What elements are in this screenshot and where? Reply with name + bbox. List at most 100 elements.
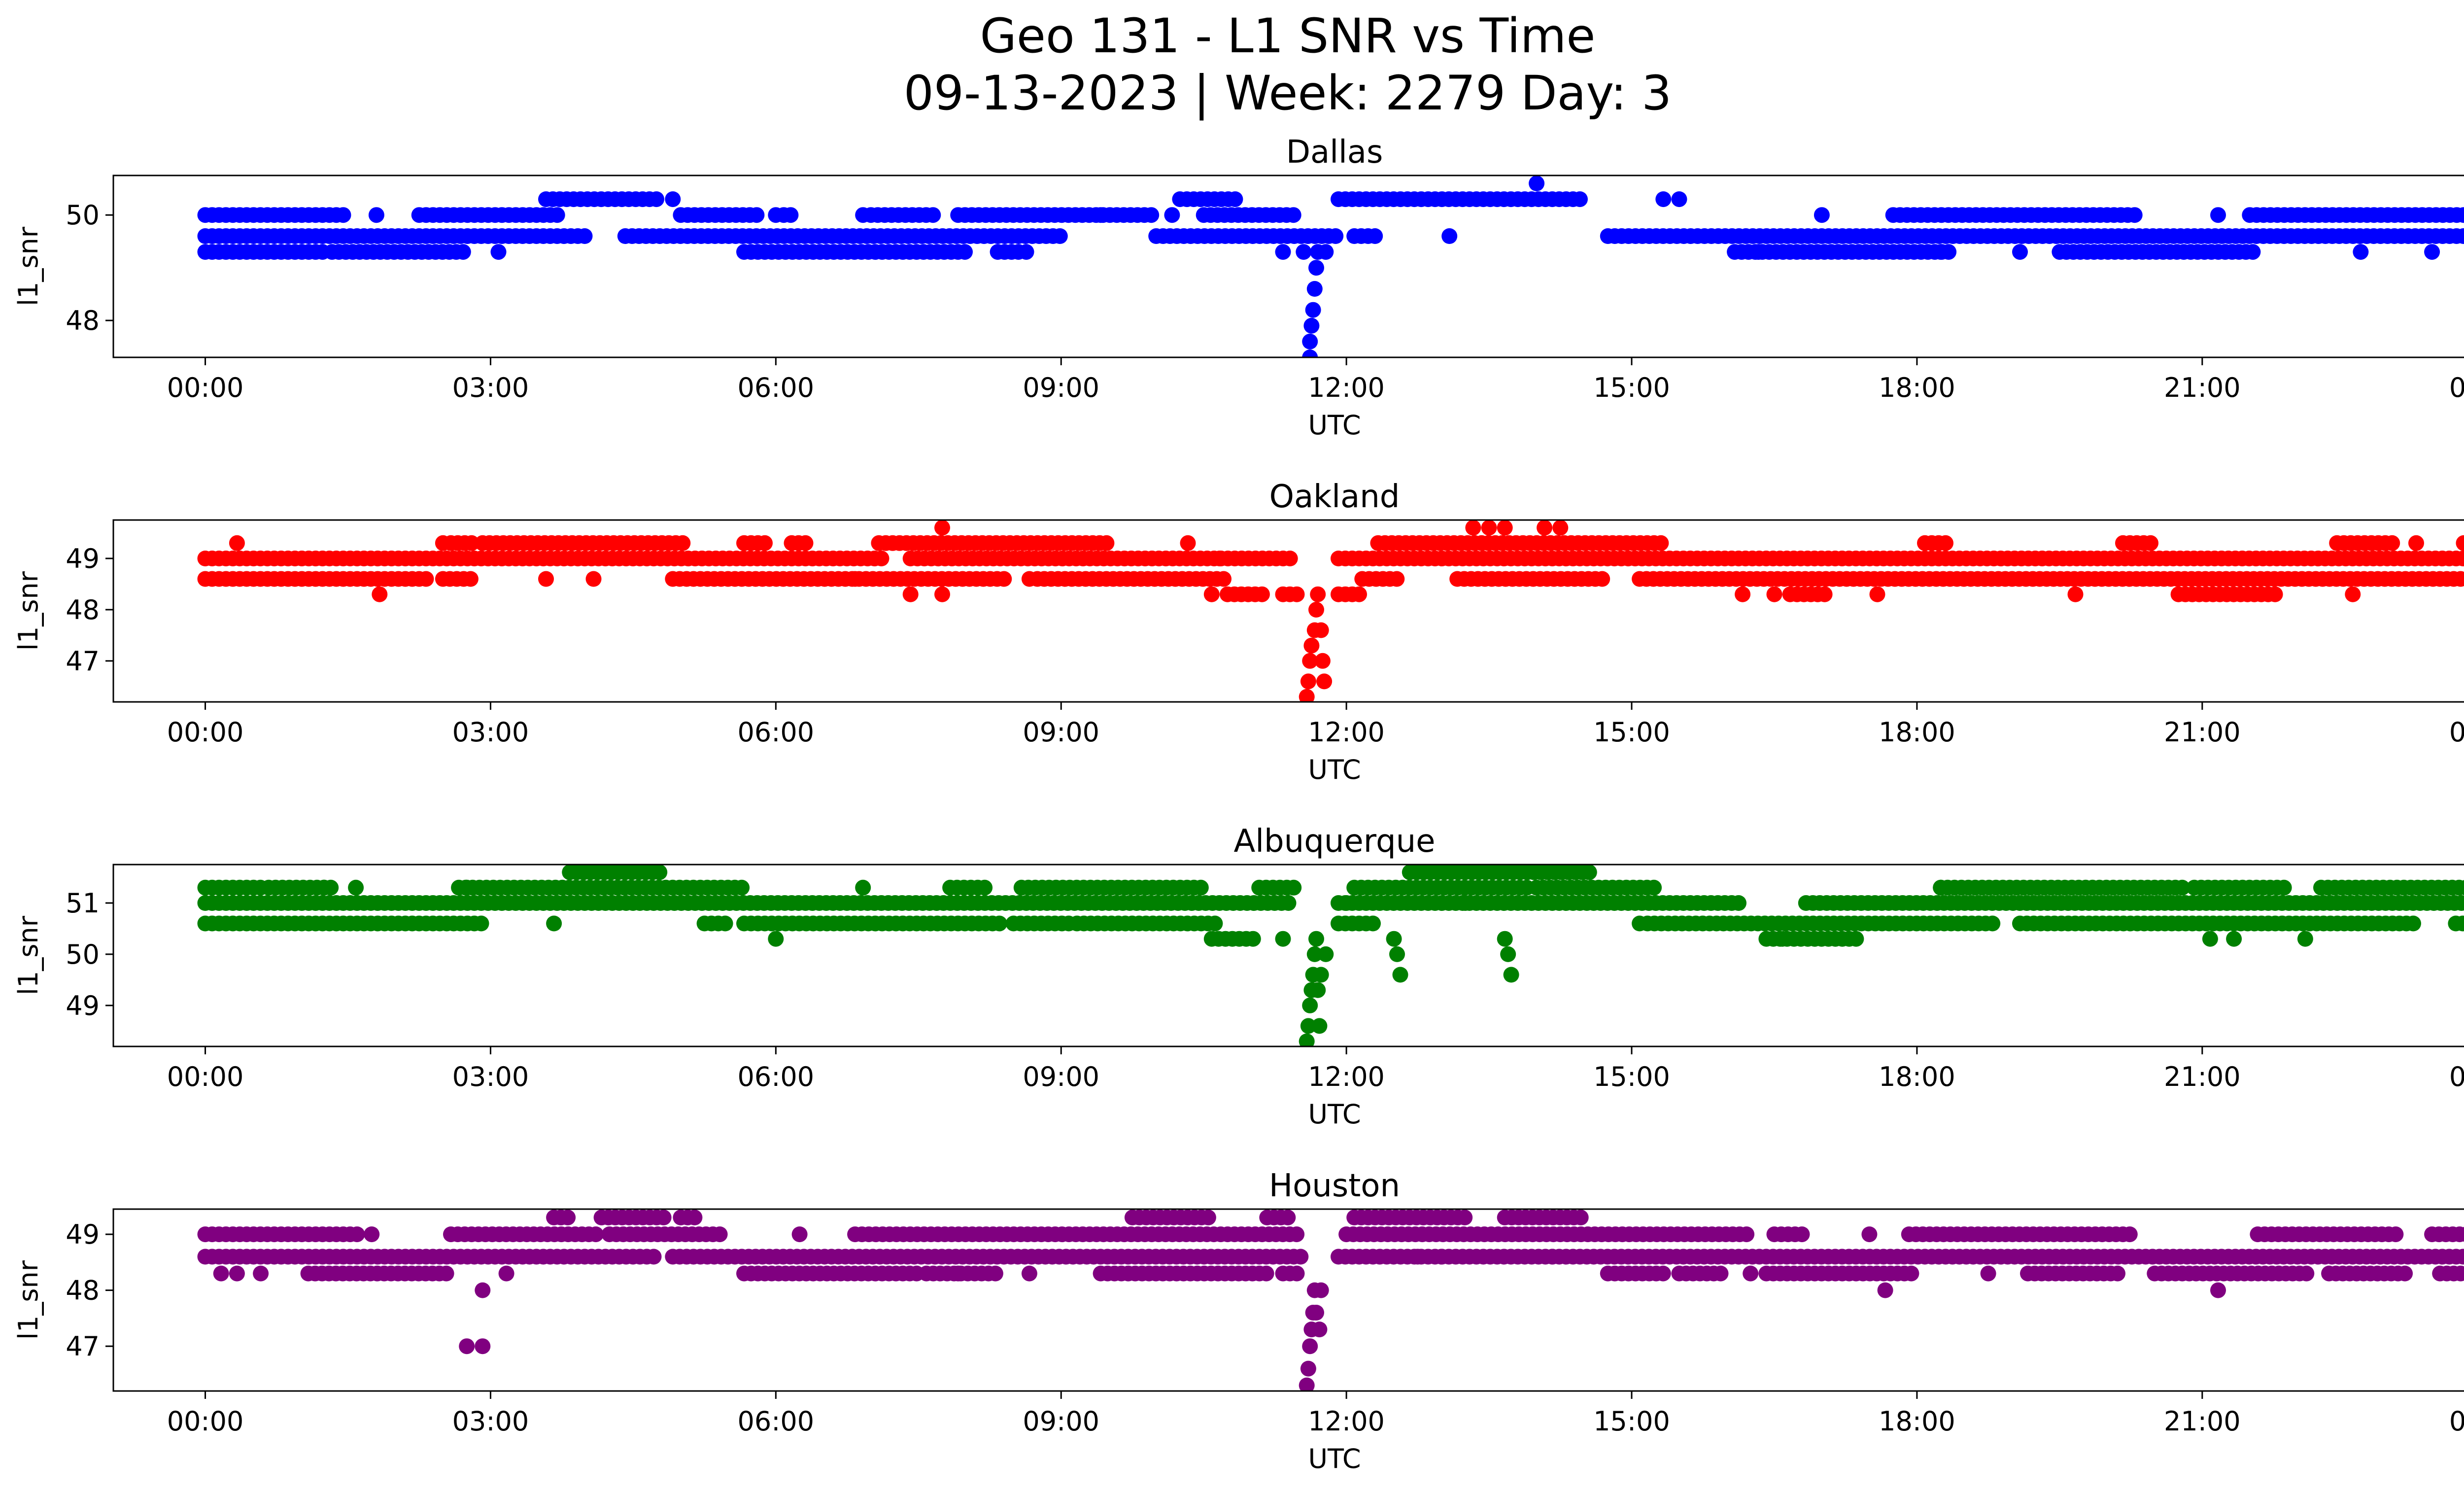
data-point bbox=[1318, 946, 1334, 962]
data-point bbox=[2456, 535, 2464, 551]
y-tick-label: 50 bbox=[66, 939, 100, 970]
data-point bbox=[2110, 1265, 2125, 1282]
data-point bbox=[1735, 586, 1751, 602]
data-point bbox=[1389, 946, 1405, 962]
data-point bbox=[1293, 1249, 1309, 1265]
y-tick-label: 51 bbox=[66, 888, 100, 919]
data-point bbox=[1632, 915, 1648, 932]
data-point bbox=[335, 207, 351, 223]
data-point bbox=[1848, 931, 1864, 947]
x-axis-label: UTC bbox=[1308, 1099, 1361, 1130]
data-point bbox=[1021, 571, 1037, 587]
data-point bbox=[1299, 689, 1315, 702]
y-axis-label: l1_snr bbox=[13, 571, 44, 651]
data-point bbox=[1712, 1265, 1729, 1282]
data-point bbox=[2276, 879, 2292, 896]
data-point bbox=[717, 915, 733, 932]
x-tick-label: 09:00 bbox=[1023, 372, 1099, 403]
data-point bbox=[1392, 967, 1408, 983]
data-point bbox=[577, 228, 593, 244]
data-point bbox=[768, 207, 784, 223]
data-point bbox=[1021, 1265, 1037, 1282]
data-point bbox=[1305, 302, 1321, 318]
x-tick-label: 15:00 bbox=[1593, 372, 1670, 403]
data-point bbox=[977, 879, 993, 896]
plot-frame bbox=[112, 519, 2464, 703]
data-point bbox=[459, 1338, 475, 1355]
data-point bbox=[768, 931, 784, 947]
data-point bbox=[1774, 931, 1790, 947]
data-point bbox=[1552, 520, 1569, 536]
data-point bbox=[987, 1265, 1003, 1282]
data-point bbox=[797, 535, 814, 551]
data-point bbox=[655, 1210, 672, 1225]
x-tick-label: 18:00 bbox=[1879, 372, 1955, 403]
data-point bbox=[1481, 520, 1497, 536]
data-point bbox=[1653, 535, 1669, 551]
data-point bbox=[1457, 1210, 1473, 1225]
y-tick-label: 48 bbox=[66, 594, 100, 626]
data-point bbox=[1280, 895, 1297, 911]
data-point bbox=[2455, 915, 2464, 932]
data-point bbox=[1285, 207, 1301, 223]
x-tick-label: 12:00 bbox=[1308, 1406, 1385, 1437]
data-point bbox=[1537, 520, 1553, 536]
data-point bbox=[585, 571, 602, 587]
data-point bbox=[1302, 349, 1318, 357]
data-point bbox=[1389, 571, 1405, 587]
x-tick-label: 12:00 bbox=[1308, 717, 1385, 748]
data-point bbox=[2174, 879, 2190, 896]
data-point bbox=[651, 865, 668, 880]
data-point bbox=[2460, 896, 2464, 910]
data-point bbox=[1286, 879, 1302, 896]
data-point bbox=[1328, 228, 1344, 244]
data-point bbox=[372, 586, 388, 602]
data-point bbox=[1434, 1249, 1450, 1265]
data-point bbox=[1300, 1018, 1316, 1034]
data-point bbox=[1143, 207, 1160, 223]
data-point bbox=[1311, 1321, 1328, 1338]
data-point bbox=[1310, 586, 1326, 602]
data-point bbox=[1211, 551, 1228, 566]
data-point bbox=[1573, 1210, 1589, 1225]
x-axis-label: UTC bbox=[1308, 754, 1361, 785]
data-point bbox=[475, 1282, 491, 1298]
data-point bbox=[1794, 1226, 1810, 1243]
data-point bbox=[1938, 535, 1953, 551]
data-point bbox=[2267, 586, 2283, 602]
data-point bbox=[1318, 244, 1334, 260]
data-point bbox=[1497, 931, 1513, 947]
data-point bbox=[2405, 915, 2421, 932]
data-point bbox=[253, 1265, 269, 1282]
data-point bbox=[2462, 553, 2464, 564]
data-point bbox=[1308, 931, 1324, 947]
data-point bbox=[2459, 1226, 2464, 1242]
data-point bbox=[2210, 1282, 2226, 1298]
x-tick-label: 15:00 bbox=[1593, 1406, 1670, 1437]
data-point bbox=[1296, 244, 1312, 260]
data-point bbox=[1303, 317, 1320, 334]
data-point bbox=[1052, 228, 1068, 244]
subplot-title: Houston bbox=[1269, 1168, 1400, 1204]
x-tick-label: 15:00 bbox=[1593, 1061, 1670, 1092]
data-point bbox=[1313, 967, 1329, 983]
data-point bbox=[1594, 571, 1610, 587]
data-point bbox=[855, 879, 871, 896]
data-point bbox=[349, 1226, 365, 1243]
subplot-houston: Houston 47 48 49 00:00 03:00 06:00 09:00 12:00 15… bbox=[13, 1168, 2464, 1474]
data-point bbox=[1300, 673, 1316, 690]
data-point bbox=[649, 191, 664, 208]
x-tick-label: 06:00 bbox=[738, 717, 815, 748]
data-point bbox=[992, 915, 1007, 932]
data-point bbox=[348, 879, 364, 896]
data-point bbox=[1503, 967, 1519, 983]
x-tick-label: 21:00 bbox=[2164, 372, 2241, 403]
data-points bbox=[197, 1210, 2464, 1391]
data-point bbox=[1386, 931, 1402, 947]
data-point bbox=[1457, 895, 1473, 911]
data-point bbox=[2226, 931, 2242, 947]
data-point bbox=[546, 915, 562, 932]
x-tick-label: 21:00 bbox=[2164, 1061, 2241, 1092]
data-point bbox=[1098, 535, 1115, 551]
data-point bbox=[2210, 207, 2226, 223]
